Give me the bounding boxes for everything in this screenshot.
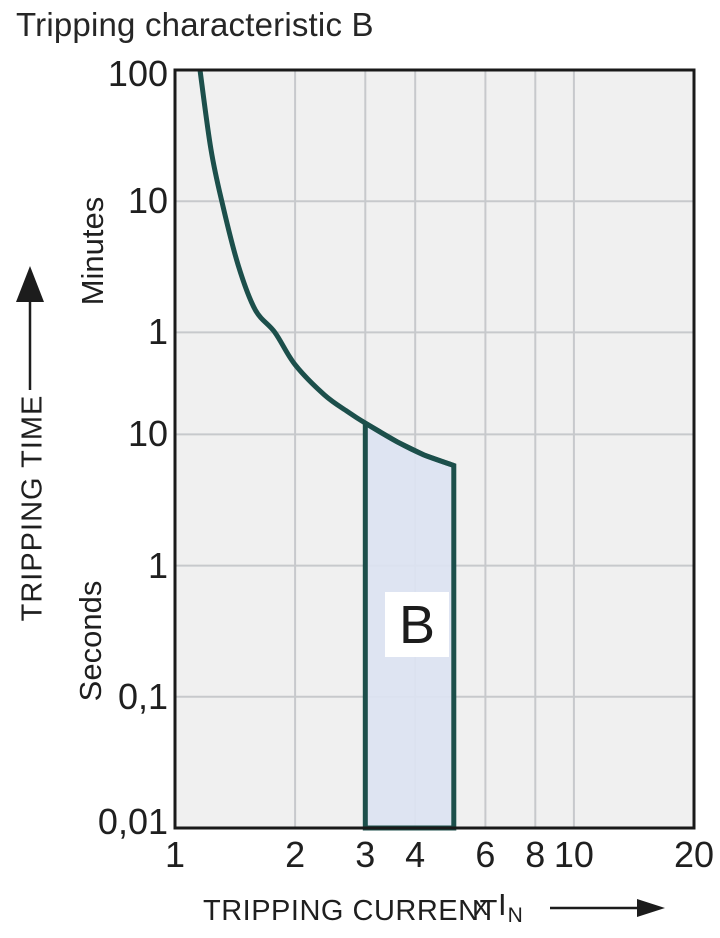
- x-tick-label: 8: [525, 834, 546, 875]
- tripping-curve: [197, 69, 455, 468]
- chart-title: Tripping characteristic B: [16, 6, 374, 43]
- y-tick-label: 1: [147, 544, 168, 586]
- y-tick-label: 10: [127, 180, 168, 222]
- plot-border: [173, 68, 696, 830]
- x-tick-label: 6: [475, 834, 496, 875]
- y-tick-label: 0,1: [117, 675, 168, 717]
- x-tick-label: 3: [355, 834, 376, 875]
- multiplier-subscript: N: [507, 904, 523, 927]
- y-tick-label: 0,01: [97, 801, 168, 842]
- x-tick-label: 20: [673, 834, 715, 875]
- x-axis-label: TRIPPING CURRENT: [203, 895, 498, 927]
- y-tick-label: 10: [127, 413, 168, 455]
- y-axis-arrow-icon: [16, 266, 44, 390]
- x-tick-label: 2: [285, 834, 306, 875]
- multiplier-x: x: [474, 890, 488, 921]
- y-tick-label: 100: [107, 53, 168, 94]
- y-tick-label: 1: [147, 311, 168, 353]
- x-tick-label: 1: [164, 834, 186, 875]
- x-axis-multiplier: x IN: [474, 887, 523, 927]
- x-tick-label: 4: [405, 834, 426, 875]
- multiplier-current-symbol: I: [498, 887, 507, 922]
- region-b-label: B: [385, 592, 449, 657]
- x-tick-label: 10: [553, 834, 594, 875]
- x-axis-arrow-icon: [550, 899, 665, 917]
